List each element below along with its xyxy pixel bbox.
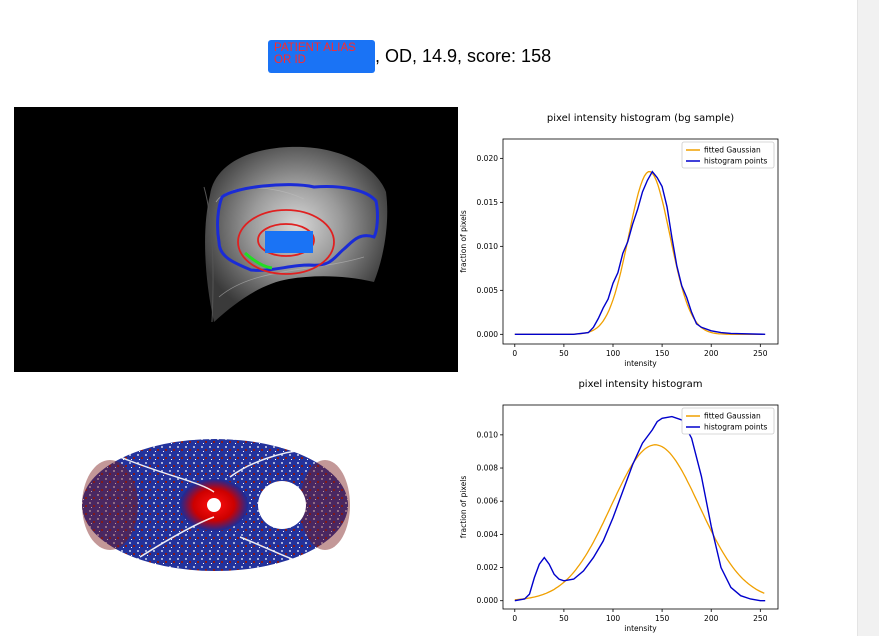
x-tick-label: 250 <box>753 349 768 358</box>
y-tick-label: 0.004 <box>477 530 499 539</box>
y-tick-label: 0.002 <box>477 563 499 572</box>
x-tick-label: 250 <box>753 614 768 623</box>
legend-box <box>681 407 775 435</box>
legend-box <box>681 141 775 169</box>
y-tick-label: 0.000 <box>477 330 499 339</box>
plot-frame <box>502 404 779 610</box>
x-tick-label: 100 <box>606 614 621 623</box>
x-axis-label: intensity <box>624 359 657 368</box>
series-line <box>514 170 766 335</box>
x-tick-label: 200 <box>704 614 719 623</box>
x-tick-label: 200 <box>704 349 719 358</box>
legend-label: histogram points <box>704 157 768 166</box>
x-tick-label: 0 <box>512 614 517 623</box>
heatmap-image-icon <box>82 439 350 571</box>
report-header: PATIENT ALIAS OR ID , OD, 14.9, score: 1… <box>268 40 551 73</box>
legend-label: fitted Gaussian <box>704 412 761 421</box>
x-axis-label: intensity <box>624 624 657 633</box>
y-tick-label: 0.006 <box>477 497 499 506</box>
y-axis-label: fraction of pixels <box>459 210 468 273</box>
y-tick-label: 0.010 <box>477 430 499 439</box>
fundus-image <box>14 107 458 372</box>
y-tick-label: 0.020 <box>477 154 499 163</box>
y-tick-label: 0.015 <box>477 198 499 207</box>
chart-title: pixel intensity histogram <box>578 379 702 390</box>
y-tick-label: 0.000 <box>477 596 499 605</box>
fundus-image-icon <box>14 107 458 372</box>
x-tick-label: 50 <box>559 349 569 358</box>
x-tick-label: 150 <box>655 614 670 623</box>
histogram-chart: pixel intensity histogram 0 50 100 150 200 250… <box>458 372 788 634</box>
x-tick-label: 0 <box>512 349 517 358</box>
x-tick-label: 100 <box>606 349 621 358</box>
histogram-svg: pixel intensity histogram 0 50 100 150 200 250… <box>459 379 779 633</box>
legend-label: fitted Gaussian <box>704 146 761 155</box>
header-summary: , OD, 14.9, score: 158 <box>375 46 552 66</box>
y-axis-label: fraction of pixels <box>459 476 468 539</box>
y-tick-label: 0.008 <box>477 464 499 473</box>
x-tick-label: 150 <box>655 349 670 358</box>
heatmap-image <box>80 437 350 573</box>
bg-histogram-svg: pixel intensity histogram (bg sample) 0 50… <box>459 113 779 368</box>
plot-frame <box>502 138 779 345</box>
bg-histogram-chart: pixel intensity histogram (bg sample) 0 50… <box>458 104 788 372</box>
y-tick-label: 0.010 <box>477 242 499 251</box>
chart-title: pixel intensity histogram (bg sample) <box>547 113 734 124</box>
x-tick-label: 50 <box>559 614 569 623</box>
y-tick-label: 0.005 <box>477 286 499 295</box>
series-line <box>514 444 765 601</box>
legend-label: histogram points <box>704 423 768 432</box>
patient-alias-redaction: PATIENT ALIAS OR ID <box>268 40 375 73</box>
series-line <box>514 415 766 602</box>
page-scrollbar[interactable] <box>857 0 879 636</box>
